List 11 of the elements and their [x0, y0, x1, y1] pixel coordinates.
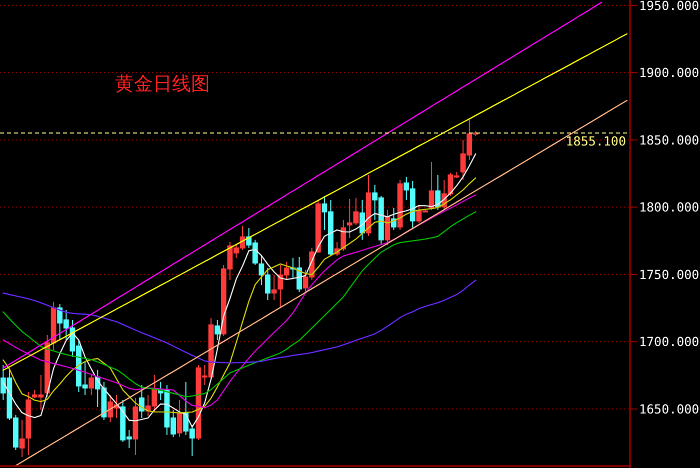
- text: 黄金日线图: [115, 73, 210, 95]
- y-tick-label: 1800.000: [639, 200, 700, 215]
- line-series: [15, 100, 628, 466]
- line-series: [2, 280, 476, 364]
- ref-line-label: 1855.100: [566, 134, 626, 149]
- y-tick-label: 1650.000: [639, 401, 700, 416]
- y-tick-label: 1850.000: [639, 132, 700, 148]
- y-tick-label: 1700.000: [639, 334, 700, 350]
- y-tick-label: 1900.000: [639, 65, 700, 80]
- y-tick-label: 1750.000: [639, 266, 700, 282]
- y-tick-label: 1950.000: [639, 0, 700, 13]
